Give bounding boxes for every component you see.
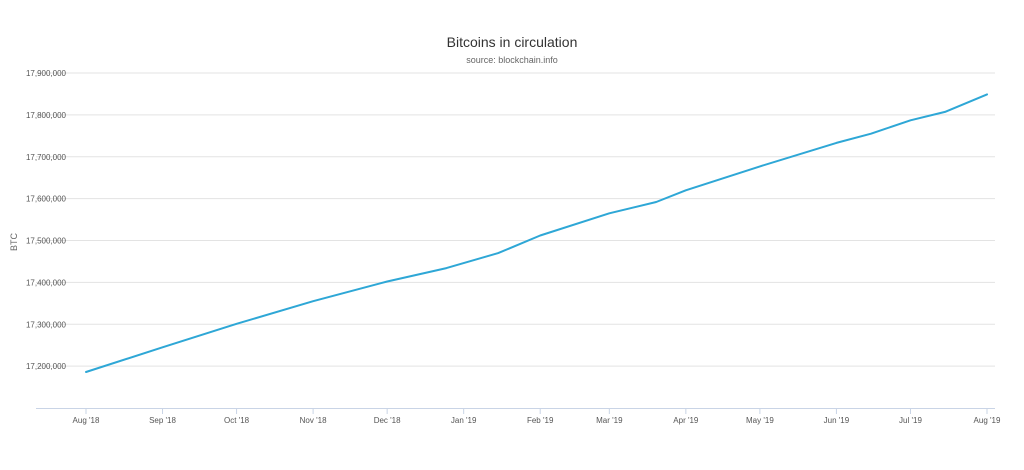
y-tick-label: 17,400,000 xyxy=(26,278,67,287)
x-tick-label: Jan '19 xyxy=(451,416,477,425)
y-tick-label: 17,200,000 xyxy=(26,362,67,371)
x-tick-label: May '19 xyxy=(746,416,774,425)
y-tick-label: 17,500,000 xyxy=(26,237,67,246)
x-tick-label: Jun '19 xyxy=(824,416,850,425)
x-tick-label: Aug '18 xyxy=(73,416,100,425)
x-tick-label: Apr '19 xyxy=(673,416,699,425)
x-tick-label: Feb '19 xyxy=(527,416,554,425)
x-tick-label: Aug '19 xyxy=(974,416,1001,425)
y-tick-label: 17,300,000 xyxy=(26,320,67,329)
x-tick-label: Nov '18 xyxy=(300,416,327,425)
x-tick-label: Mar '19 xyxy=(596,416,623,425)
x-tick-label: Sep '18 xyxy=(149,416,176,425)
series-line xyxy=(85,93,988,373)
chart-title: Bitcoins in circulation xyxy=(446,34,578,50)
y-tick-label: 17,900,000 xyxy=(26,69,67,78)
x-tick-label: Dec '18 xyxy=(374,416,401,425)
x-tick-label: Oct '18 xyxy=(224,416,250,425)
x-tick-label: Jul '19 xyxy=(899,416,922,425)
y-tick-label: 17,700,000 xyxy=(26,153,67,162)
y-tick-label: 17,600,000 xyxy=(26,195,67,204)
y-tick-label: 17,800,000 xyxy=(26,111,67,120)
chart-subtitle: source: blockchain.info xyxy=(466,55,558,65)
